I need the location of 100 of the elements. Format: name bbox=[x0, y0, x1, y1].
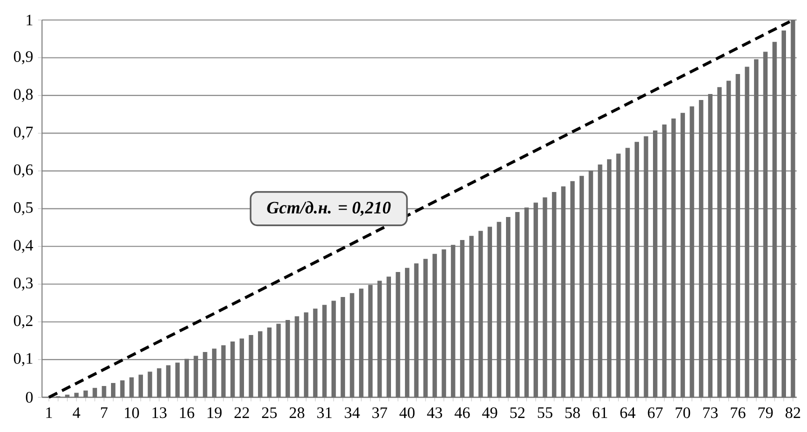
x-tick-label: 49 bbox=[482, 407, 498, 418]
bar bbox=[515, 212, 520, 398]
x-tick-label: 52 bbox=[510, 407, 525, 418]
y-tick-label: 0,2 bbox=[14, 315, 32, 328]
bar bbox=[230, 341, 235, 398]
y-tick-label: 1 bbox=[26, 14, 32, 26]
bar bbox=[377, 280, 382, 398]
bar bbox=[286, 320, 290, 398]
y-tick-label: 0,6 bbox=[14, 164, 33, 178]
x-tick-label: 64 bbox=[620, 407, 636, 418]
x-tick-label: 40 bbox=[399, 407, 415, 418]
y-tick-label: 0,5 bbox=[14, 202, 33, 216]
x-tick-label: 73 bbox=[703, 407, 718, 418]
x-tick-label: 70 bbox=[676, 407, 690, 418]
x-tick-label: 4 bbox=[72, 407, 80, 418]
bar bbox=[671, 118, 676, 398]
bar bbox=[790, 20, 796, 398]
bar bbox=[258, 331, 262, 398]
bar bbox=[423, 258, 428, 398]
y-tick-label: 0,7 bbox=[14, 126, 33, 140]
x-tick-label: 28 bbox=[290, 407, 304, 418]
y-tick-label: 0,9 bbox=[14, 51, 33, 64]
x-tick-label: 22 bbox=[234, 407, 249, 418]
bar bbox=[184, 358, 189, 398]
bar bbox=[588, 170, 594, 398]
bar bbox=[552, 192, 556, 398]
x-tick-label: 55 bbox=[538, 407, 552, 418]
x-tick-label: 82 bbox=[786, 407, 800, 418]
bar bbox=[340, 296, 346, 398]
bar bbox=[294, 316, 300, 398]
bar bbox=[65, 394, 70, 398]
bar bbox=[248, 335, 254, 398]
bar bbox=[506, 216, 510, 398]
bar bbox=[359, 288, 364, 398]
bar bbox=[368, 284, 373, 398]
bar bbox=[607, 159, 612, 398]
x-tick-label: 67 bbox=[648, 407, 663, 418]
bar bbox=[92, 388, 98, 398]
bar bbox=[442, 249, 446, 398]
bar bbox=[166, 365, 171, 398]
bar bbox=[469, 236, 474, 398]
y-tick-label: 0,4 bbox=[14, 240, 34, 253]
x-tick-label: 19 bbox=[208, 407, 222, 418]
bar bbox=[726, 80, 731, 398]
bar bbox=[570, 181, 575, 398]
bar bbox=[396, 272, 400, 398]
x-tick-label: 31 bbox=[317, 407, 332, 418]
bar bbox=[634, 142, 640, 398]
bar bbox=[202, 352, 208, 398]
bar bbox=[690, 106, 694, 398]
bar bbox=[350, 293, 354, 398]
bar bbox=[240, 338, 244, 398]
bar bbox=[120, 380, 125, 398]
bar bbox=[717, 87, 722, 398]
x-tick-label: 16 bbox=[180, 407, 194, 418]
bar bbox=[450, 244, 456, 398]
bar bbox=[744, 66, 750, 398]
bar bbox=[460, 240, 464, 398]
x-tick-label: 34 bbox=[344, 407, 360, 418]
bar bbox=[221, 345, 226, 398]
bar bbox=[708, 94, 713, 398]
x-tick-label: 13 bbox=[152, 407, 167, 418]
x-tick-label: 7 bbox=[101, 407, 108, 418]
x-tick-label: 58 bbox=[565, 407, 580, 418]
bar bbox=[698, 100, 704, 398]
y-tick-label: 0,8 bbox=[14, 88, 33, 102]
bar bbox=[524, 208, 529, 398]
bar bbox=[111, 382, 116, 398]
x-tick-label: 10 bbox=[124, 407, 139, 418]
bar bbox=[156, 368, 162, 398]
bar bbox=[138, 374, 143, 398]
bar bbox=[561, 186, 566, 398]
bar bbox=[736, 74, 740, 398]
bar bbox=[616, 154, 621, 398]
bar bbox=[496, 222, 502, 398]
bar bbox=[432, 254, 437, 398]
bar bbox=[772, 42, 777, 398]
bar bbox=[276, 324, 281, 398]
bar bbox=[74, 392, 79, 398]
bar bbox=[175, 362, 180, 398]
bar bbox=[763, 52, 768, 398]
bar bbox=[534, 202, 538, 398]
bar bbox=[386, 276, 391, 398]
bar bbox=[478, 230, 483, 398]
bar bbox=[580, 176, 584, 398]
x-tick-label: 46 bbox=[454, 407, 470, 418]
bar bbox=[322, 304, 327, 398]
bar bbox=[754, 59, 758, 398]
annotation: Gст/д.н. = 0,210 bbox=[267, 201, 391, 216]
bar bbox=[652, 130, 658, 398]
bar bbox=[680, 112, 685, 398]
bar bbox=[194, 356, 198, 398]
bar bbox=[313, 308, 318, 398]
bar bbox=[662, 124, 667, 398]
bar bbox=[304, 312, 308, 398]
y-tick-label: 0,1 bbox=[14, 353, 32, 366]
bar bbox=[414, 263, 419, 398]
x-tick-label: 43 bbox=[427, 407, 442, 418]
x-tick-label: 61 bbox=[592, 407, 608, 418]
bar bbox=[404, 268, 410, 398]
